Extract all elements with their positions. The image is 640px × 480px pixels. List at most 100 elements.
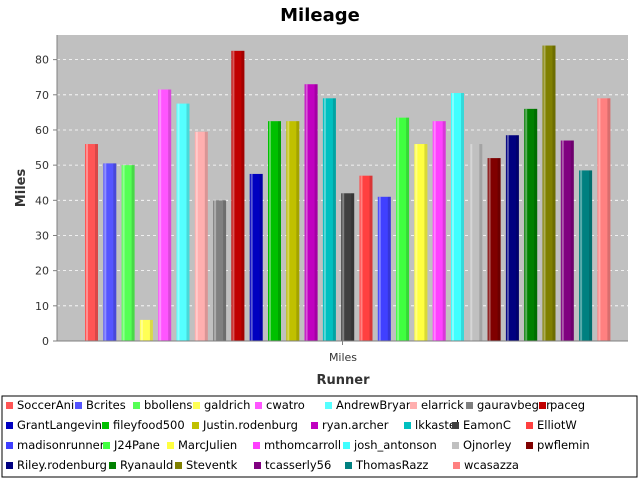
- chart-title: Mileage: [280, 5, 360, 26]
- legend-item: mthomcarroll: [253, 438, 341, 452]
- legend-item: J24Pane: [103, 438, 160, 452]
- bar-GrantLangevin: [249, 173, 263, 341]
- y-tick-label: 40: [35, 194, 49, 207]
- bar-shade: [332, 98, 336, 341]
- legend-swatch: [193, 402, 200, 409]
- bar-fill: [158, 89, 172, 341]
- legend-swatch: [539, 402, 546, 409]
- legend-label: Steventk: [186, 458, 238, 472]
- legend-item: pwflemin: [526, 438, 590, 452]
- bar-shade: [406, 117, 410, 341]
- y-tick-label: 50: [35, 159, 49, 172]
- bar-highlight: [470, 144, 473, 341]
- bar-highlight: [342, 193, 345, 341]
- legend-swatch: [175, 462, 182, 469]
- bar-fill: [597, 98, 611, 341]
- legend-item: gauravbegur: [466, 398, 551, 412]
- bar-fill: [560, 140, 574, 341]
- y-tick-label: 60: [35, 124, 49, 137]
- bars: [85, 45, 611, 342]
- legend-swatch: [102, 422, 109, 429]
- bar-highlight: [433, 121, 436, 341]
- bar-highlight: [378, 196, 381, 341]
- bar-fill: [176, 103, 190, 341]
- legend-label: josh_antonson: [353, 438, 437, 452]
- legend-item: Riley.rodenburg: [6, 458, 107, 472]
- legend-swatch: [404, 422, 411, 429]
- y-ticks: 0 10 20 30 40 50 60 70 80: [35, 54, 343, 348]
- bar-shade: [497, 158, 501, 341]
- legend-label: paceg: [550, 398, 585, 412]
- legend-swatch: [75, 402, 82, 409]
- bar-Riley.rodenburg: [505, 135, 519, 341]
- legend-swatch: [452, 422, 459, 429]
- legend-label: Ryanauld: [120, 458, 173, 472]
- legend: SoccerAni Bcrites bbollens galdrich cwatro An…: [6, 398, 590, 472]
- legend-swatch: [109, 462, 116, 469]
- legend-swatch: [466, 402, 473, 409]
- bar-mthomcarroll: [432, 121, 446, 341]
- legend-item: Bcrites: [75, 398, 126, 412]
- bar-shade: [204, 131, 208, 341]
- legend-item: Steventk: [175, 458, 238, 472]
- bar-shade: [278, 121, 281, 341]
- bar-fill: [359, 175, 373, 341]
- bar-fill: [85, 144, 98, 341]
- bar-highlight: [140, 319, 143, 341]
- legend-label: ElliotW: [537, 418, 577, 432]
- bar-shade: [552, 45, 556, 341]
- bar-AndrewBryan: [176, 103, 190, 341]
- bar-MarcJulien: [414, 144, 428, 341]
- bar-shade: [131, 165, 135, 341]
- bar-Bcrites: [103, 163, 117, 341]
- bar-highlight: [525, 108, 528, 342]
- legend-label: MarcJulien: [178, 438, 237, 452]
- bar-highlight: [232, 50, 235, 342]
- bar-pwflemin: [487, 158, 501, 341]
- bar-shade: [589, 170, 593, 341]
- bar-highlight: [488, 158, 491, 341]
- legend-label: elarrick: [421, 398, 464, 412]
- bar-shade: [186, 103, 190, 341]
- legend-swatch: [103, 442, 110, 449]
- bar-shade: [442, 121, 446, 341]
- legend-item: Ojnorley: [452, 438, 512, 452]
- bar-highlight: [543, 45, 546, 341]
- legend-item: GrantLangevin: [6, 418, 102, 432]
- legend-item: ThomasRazz: [345, 458, 428, 472]
- legend-label: AndrewBryan: [336, 398, 413, 412]
- legend-item: SoccerAni: [6, 398, 74, 412]
- bar-highlight: [360, 175, 363, 341]
- legend-label: SoccerAni: [17, 398, 74, 412]
- bar-ryan.archer: [304, 84, 318, 341]
- legend-swatch: [452, 442, 459, 449]
- bar-shade: [461, 93, 464, 341]
- legend-label: J24Pane: [113, 438, 160, 452]
- bar-fill: [487, 158, 501, 341]
- legend-item: fileyfood500: [102, 418, 185, 432]
- bar-elarrick: [194, 131, 208, 341]
- legend-label: cwatro: [266, 398, 305, 412]
- bar-fill: [121, 165, 135, 341]
- bar-shade: [259, 173, 263, 341]
- legend-swatch: [526, 422, 533, 429]
- legend-item: Ryanauld: [109, 458, 173, 472]
- bar-shade: [296, 121, 300, 341]
- legend-swatch: [6, 442, 13, 449]
- bar-shade: [241, 50, 245, 342]
- bar-shade: [607, 98, 611, 341]
- legend-swatch: [255, 402, 262, 409]
- bar-shade: [314, 84, 318, 341]
- legend-item: paceg: [539, 398, 585, 412]
- bar-wcasazza: [597, 98, 611, 341]
- bar-fill: [377, 196, 391, 341]
- bar-highlight: [159, 89, 162, 341]
- bar-Steventk: [542, 45, 556, 341]
- bar-highlight: [86, 144, 88, 341]
- legend-label: fileyfood500: [113, 418, 185, 432]
- bar-fill: [268, 121, 281, 341]
- legend-swatch: [453, 462, 460, 469]
- bar-shade: [149, 319, 153, 341]
- legend-item: elarrick: [410, 398, 464, 412]
- bar-shade: [351, 193, 355, 341]
